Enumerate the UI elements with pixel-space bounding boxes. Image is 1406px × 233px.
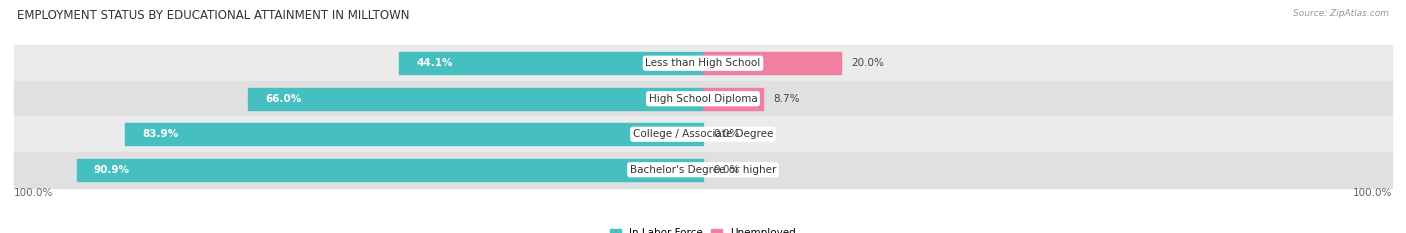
- Bar: [399, 52, 703, 74]
- Text: High School Diploma: High School Diploma: [648, 94, 758, 104]
- Text: 20.0%: 20.0%: [851, 58, 884, 68]
- Bar: [14, 116, 1392, 152]
- Bar: [77, 159, 703, 181]
- Legend: In Labor Force, Unemployed: In Labor Force, Unemployed: [606, 224, 800, 233]
- Text: 0.0%: 0.0%: [713, 165, 740, 175]
- Text: Bachelor's Degree or higher: Bachelor's Degree or higher: [630, 165, 776, 175]
- Bar: [703, 88, 763, 110]
- Text: Source: ZipAtlas.com: Source: ZipAtlas.com: [1294, 9, 1389, 18]
- Text: College / Associate Degree: College / Associate Degree: [633, 129, 773, 139]
- Bar: [125, 123, 703, 145]
- Text: 83.9%: 83.9%: [142, 129, 179, 139]
- Bar: [14, 45, 1392, 81]
- Text: 90.9%: 90.9%: [94, 165, 129, 175]
- Text: 100.0%: 100.0%: [1353, 188, 1392, 198]
- Text: 0.0%: 0.0%: [713, 129, 740, 139]
- Bar: [703, 52, 841, 74]
- Bar: [14, 152, 1392, 188]
- Bar: [14, 81, 1392, 116]
- Bar: [249, 88, 703, 110]
- Text: 66.0%: 66.0%: [266, 94, 302, 104]
- Text: Less than High School: Less than High School: [645, 58, 761, 68]
- Text: EMPLOYMENT STATUS BY EDUCATIONAL ATTAINMENT IN MILLTOWN: EMPLOYMENT STATUS BY EDUCATIONAL ATTAINM…: [17, 9, 409, 22]
- Text: 8.7%: 8.7%: [773, 94, 800, 104]
- Text: 100.0%: 100.0%: [14, 188, 53, 198]
- Text: 44.1%: 44.1%: [416, 58, 453, 68]
